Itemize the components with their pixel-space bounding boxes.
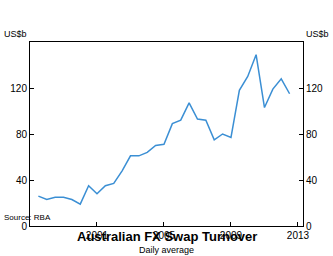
svg-text:0: 0 [21, 221, 27, 232]
svg-text:120: 120 [306, 83, 323, 94]
svg-text:40: 40 [16, 175, 28, 186]
svg-text:2009: 2009 [220, 230, 243, 241]
svg-text:80: 80 [306, 129, 318, 140]
svg-text:Australian FX Swap Turnover: Australian FX Swap Turnover [77, 229, 257, 244]
svg-text:0: 0 [306, 221, 312, 232]
svg-text:80: 80 [16, 129, 28, 140]
svg-text:Source: RBA: Source: RBA [4, 213, 51, 222]
svg-text:40: 40 [306, 175, 318, 186]
svg-text:2001: 2001 [86, 230, 109, 241]
svg-text:2013: 2013 [287, 230, 310, 241]
svg-text:120: 120 [10, 83, 27, 94]
svg-text:US$b: US$b [4, 29, 27, 39]
svg-text:US$b: US$b [306, 29, 329, 39]
svg-text:2005: 2005 [153, 230, 176, 241]
svg-text:Daily average: Daily average [139, 245, 194, 255]
